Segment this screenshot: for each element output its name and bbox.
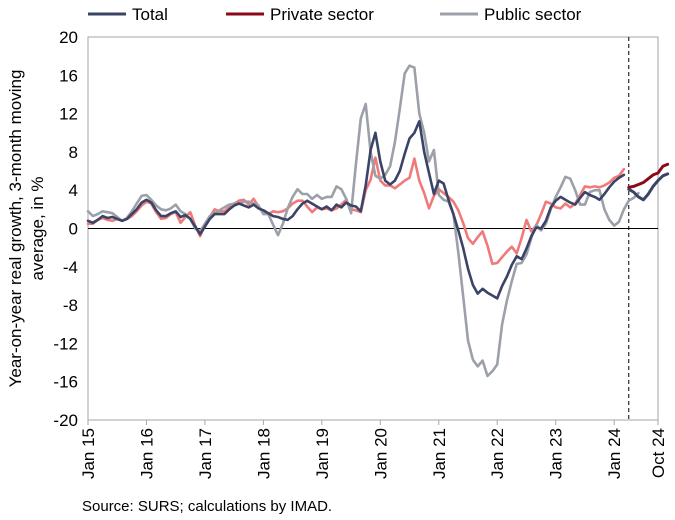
x-tick-label: Jan 20: [371, 428, 390, 479]
y-tick-label: -8: [63, 296, 78, 315]
x-tick-labels: Jan 15 Jan 16 Jan 17 Jan 18 Jan 19 Jan 20 Jan …: [79, 420, 668, 479]
x-tick-label: Oct 24: [649, 428, 668, 478]
x-tick-label: Jan 19: [313, 428, 332, 479]
y-axis-title-line: Year-on-year real growth, 3-month moving: [6, 70, 25, 388]
series-line-private_highlight: [627, 162, 670, 189]
legend-label-private_highlight: Private sector: [270, 5, 374, 24]
series-line-total: [627, 172, 670, 202]
x-tick-label: Jan 16: [137, 428, 156, 479]
series-line-total: [86, 120, 626, 300]
legend-label-public: Public sector: [484, 5, 582, 24]
series-lines: [86, 64, 670, 378]
y-tick-label: 8: [69, 143, 78, 162]
y-tick-label: 20: [59, 28, 78, 47]
x-tick-label: Jan 24: [605, 428, 624, 479]
x-tick-label: Jan 22: [488, 428, 507, 479]
y-axis-title: Year-on-year real growth, 3-month moving…: [6, 70, 47, 388]
series-line-public: [86, 64, 640, 378]
y-tick-label: -20: [53, 411, 78, 430]
x-tick-label: Jan 15: [79, 428, 98, 479]
y-tick-label: -16: [53, 373, 78, 392]
y-tick-label: -4: [63, 258, 78, 277]
x-tick-label: Jan 17: [196, 428, 215, 479]
x-tick-label: Jan 23: [547, 428, 566, 479]
y-tick-labels: 20 16 12 8 4 0 -4 -8 -12 -16 -20: [53, 28, 78, 430]
y-tick-label: 12: [59, 105, 78, 124]
y-tick-label: 0: [69, 220, 78, 239]
source-note: Source: SURS; calculations by IMAD.: [82, 498, 332, 515]
legend: Total Private sector Public sector: [88, 5, 582, 24]
legend-label-total: Total: [132, 5, 168, 24]
x-tick-label: Jan 18: [254, 428, 273, 479]
x-tick-label: Jan 21: [430, 428, 449, 479]
y-axis-title-line: average, in %: [28, 177, 47, 281]
y-tick-label: -12: [53, 334, 78, 353]
y-tick-label: 4: [69, 181, 78, 200]
y-tick-label: 16: [59, 66, 78, 85]
